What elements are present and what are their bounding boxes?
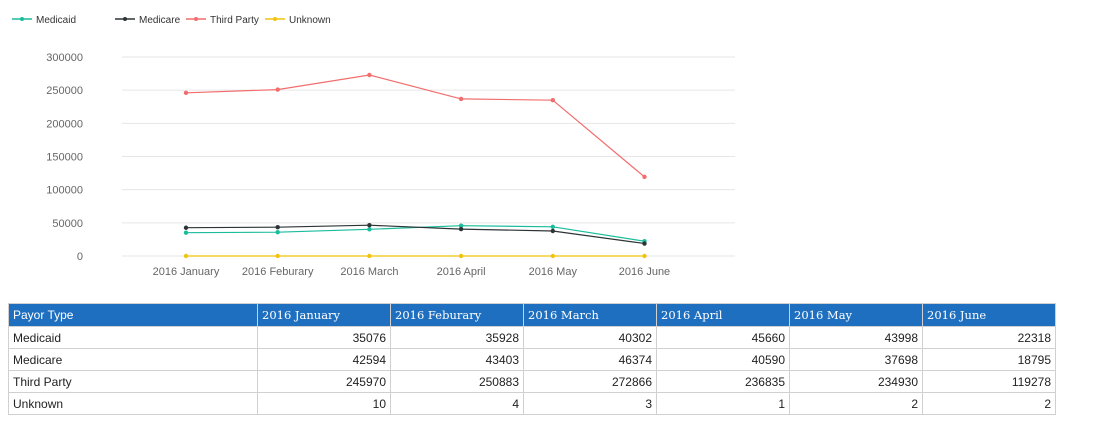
table-cell: 40590 [656, 348, 790, 371]
table-cell: 4 [390, 392, 524, 415]
header-2016-feburary[interactable]: 2016 Feburary [390, 303, 524, 327]
data-point-medicare-2 [367, 223, 372, 228]
data-point-unknown-2 [367, 253, 372, 259]
y-tick-label-0: 300000 [46, 52, 83, 64]
data-point-third-party-3 [458, 96, 464, 102]
table-cell: 35928 [390, 326, 524, 349]
x-tick-label-5: 2016 June [619, 266, 670, 278]
table-cell: 245970 [257, 370, 391, 393]
header-2016-may[interactable]: 2016 May [789, 303, 923, 327]
table-cell: 35076 [257, 326, 391, 349]
data-point-medicaid-4 [550, 224, 555, 230]
x-tick-label-1: 2016 Feburary [242, 266, 314, 278]
series-line-medicare [185, 224, 645, 245]
legend-label-3[interactable]: Unknown [289, 15, 331, 26]
data-point-medicaid-3 [458, 223, 464, 228]
series-line-third-party [185, 74, 645, 178]
table-row: Medicaid 35076 35928 40302 45660 43998 2… [8, 326, 1056, 349]
data-point-unknown-4 [550, 253, 555, 259]
table-row: Unknown 10 4 3 1 2 2 [8, 392, 1056, 415]
data-point-medicare-4 [550, 228, 555, 234]
row-label: Unknown [8, 392, 258, 415]
table-cell: 234930 [789, 370, 923, 393]
legend-label-2[interactable]: Third Party [210, 15, 259, 26]
table-cell: 18795 [922, 348, 1056, 371]
header-2016-june[interactable]: 2016 June [922, 303, 1056, 327]
table-row: Third Party 245970 250883 272866 236835 … [8, 370, 1056, 393]
y-tick-label-6: 0 [77, 251, 83, 263]
data-point-unknown-3 [458, 253, 464, 259]
data-point-third-party-4 [550, 97, 555, 103]
table-cell: 43403 [390, 348, 524, 371]
row-label: Medicare [8, 348, 258, 371]
data-point-third-party-5 [642, 174, 647, 180]
table-cell: 37698 [789, 348, 923, 371]
data-point-medicare-0 [183, 225, 189, 230]
payor-table: Payor Type 2016 January 2016 Feburary 20… [8, 303, 1056, 415]
y-tick-label-3: 150000 [46, 152, 83, 164]
table-cell: 2 [789, 392, 923, 415]
table-cell: 40302 [523, 326, 657, 349]
table-cell: 250883 [390, 370, 524, 393]
table-cell: 42594 [257, 348, 391, 371]
data-point-unknown-0 [183, 253, 189, 259]
table-cell: 3 [523, 392, 657, 415]
table-cell: 43998 [789, 326, 923, 349]
legend-marker-3 [273, 17, 277, 21]
chart-svg: Medicaid Medicare Third Party Unknown 300000… [12, 15, 735, 278]
header-payor-type[interactable]: Payor Type [8, 303, 258, 327]
data-point-medicaid-1 [275, 229, 280, 235]
y-tick-label-5: 50000 [52, 218, 83, 230]
header-2016-january[interactable]: 2016 January [257, 303, 391, 327]
data-point-unknown-5 [642, 253, 647, 259]
table-cell: 2 [922, 392, 1056, 415]
payor-table-container: Payor Type 2016 January 2016 Feburary 20… [8, 303, 1056, 415]
x-tick-label-3: 2016 April [437, 266, 486, 278]
legend-label-1[interactable]: Medicare [139, 15, 181, 26]
table-cell: 119278 [922, 370, 1056, 393]
data-point-medicaid-0 [183, 230, 189, 235]
table-header-row: Payor Type 2016 January 2016 Feburary 20… [8, 303, 1056, 327]
data-point-medicaid-2 [367, 227, 372, 232]
legend-label-0[interactable]: Medicaid [36, 15, 76, 26]
series-line-medicaid [185, 225, 645, 242]
data-point-medicare-5 [642, 241, 647, 246]
row-label: Third Party [8, 370, 258, 393]
y-tick-label-4: 100000 [46, 185, 83, 197]
data-point-third-party-2 [367, 72, 372, 78]
line-chart: Medicaid Medicare Third Party Unknown 300000… [0, 0, 760, 290]
row-label: Medicaid [8, 326, 258, 349]
table-cell: 236835 [656, 370, 790, 393]
table-cell: 10 [257, 392, 391, 415]
table-cell: 46374 [523, 348, 657, 371]
legend-marker-0 [20, 17, 24, 21]
x-tick-label-2: 2016 March [340, 266, 398, 278]
x-tick-label-0: 2016 January [153, 266, 220, 278]
data-point-third-party-1 [275, 87, 280, 92]
table-row: Medicare 42594 43403 46374 40590 37698 1… [8, 348, 1056, 371]
header-2016-april[interactable]: 2016 April [656, 303, 790, 327]
header-2016-march[interactable]: 2016 March [523, 303, 657, 327]
data-point-unknown-1 [275, 253, 280, 259]
data-point-medicare-1 [275, 225, 280, 230]
table-cell: 45660 [656, 326, 790, 349]
table-cell: 1 [656, 392, 790, 415]
legend-marker-2 [194, 17, 198, 21]
table-cell: 272866 [523, 370, 657, 393]
data-point-medicare-3 [458, 226, 464, 232]
data-point-third-party-0 [183, 90, 189, 96]
table-cell: 22318 [922, 326, 1056, 349]
y-tick-label-2: 200000 [46, 118, 83, 130]
legend-marker-1 [123, 17, 127, 21]
y-tick-label-1: 250000 [46, 85, 83, 97]
x-tick-label-4: 2016 May [529, 266, 578, 278]
